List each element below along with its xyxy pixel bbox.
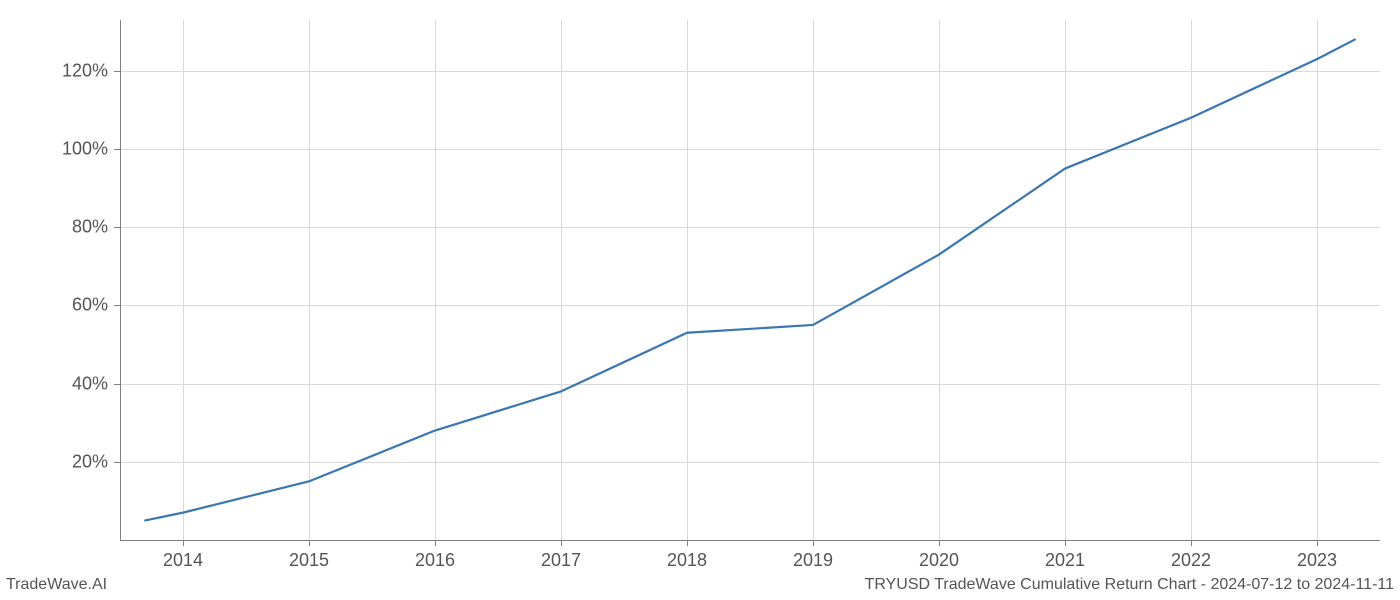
x-tick-label: 2014 [163, 550, 203, 571]
y-tick-label: 60% [28, 295, 108, 316]
y-tick-label: 80% [28, 217, 108, 238]
footer-left-text: TradeWave.AI [6, 576, 107, 594]
x-tick-label: 2023 [1297, 550, 1337, 571]
y-tick-label: 20% [28, 451, 108, 472]
x-tick-label: 2018 [667, 550, 707, 571]
return-line [145, 40, 1355, 521]
y-tick-label: 40% [28, 373, 108, 394]
x-tick-label: 2015 [289, 550, 329, 571]
y-tick-label: 120% [28, 60, 108, 81]
footer-right-text: TRYUSD TradeWave Cumulative Return Chart… [865, 576, 1394, 594]
y-tick-label: 100% [28, 139, 108, 160]
chart-container: 2014 2015 2016 2017 2018 2019 2020 2021 2022 2023… [0, 0, 1400, 600]
x-tick-label: 2022 [1171, 550, 1211, 571]
x-tick-label: 2016 [415, 550, 455, 571]
x-tick-label: 2019 [793, 550, 833, 571]
x-tick-label: 2017 [541, 550, 581, 571]
x-tick-label: 2021 [1045, 550, 1085, 571]
line-series-layer [120, 20, 1380, 540]
x-tick-label: 2020 [919, 550, 959, 571]
x-axis-spine [120, 540, 1380, 541]
plot-area: 2014201520162017201820192020202120222023… [120, 20, 1380, 540]
